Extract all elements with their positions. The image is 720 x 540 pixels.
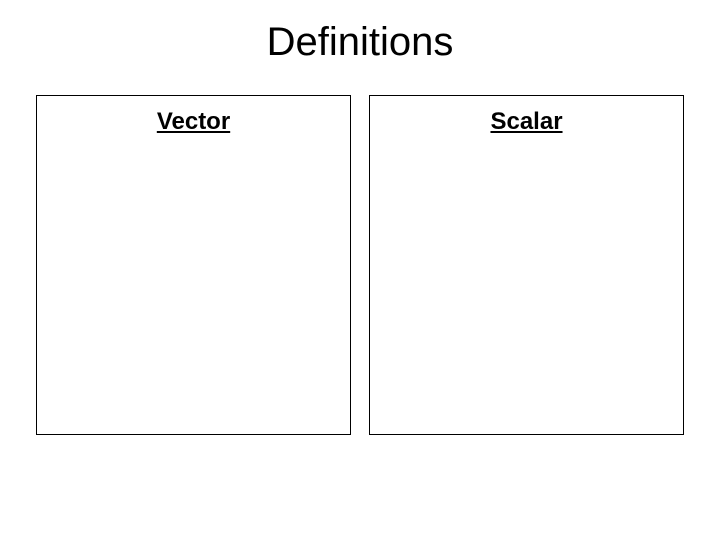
vector-heading: Vector xyxy=(37,108,350,136)
scalar-heading: Scalar xyxy=(370,108,683,136)
boxes-container: Vector Scalar xyxy=(36,95,684,435)
slide-title: Definitions xyxy=(0,20,720,65)
scalar-box: Scalar xyxy=(369,95,684,435)
vector-box: Vector xyxy=(36,95,351,435)
